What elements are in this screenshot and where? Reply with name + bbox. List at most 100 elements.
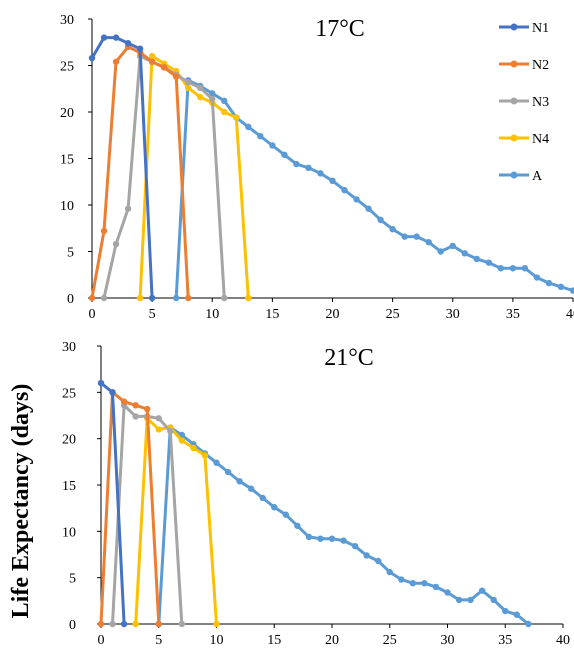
y-tick-label: 20 (60, 106, 74, 121)
y-tick-label: 10 (60, 199, 74, 214)
data-point (221, 108, 228, 116)
legend-item-n3: N3 (499, 95, 549, 110)
data-point (97, 620, 105, 628)
legend-item-n2: N2 (499, 58, 549, 73)
data-point (136, 45, 144, 52)
legend-swatch-marker (510, 23, 518, 31)
data-point (375, 557, 382, 565)
data-point (190, 444, 197, 452)
series-line (90, 36, 154, 299)
data-point (365, 205, 372, 212)
y-tick-label: 20 (62, 433, 76, 448)
legend-swatch-marker (510, 134, 518, 142)
data-point (351, 542, 359, 550)
data-point (421, 580, 428, 587)
x-tick-label: 25 (386, 307, 400, 322)
data-point (257, 132, 264, 140)
data-point (100, 34, 108, 41)
x-tick-label: 10 (205, 307, 219, 322)
panel-17c: 0 5 10 15 20 25 30 0 5 10 15 20 25 30 35 40 17°C N1 N2 N3 N4… (60, 13, 574, 322)
data-point (144, 405, 151, 413)
data-point (155, 620, 162, 628)
series-line (100, 381, 126, 625)
data-point (213, 459, 220, 466)
x-tick-label: 0 (98, 633, 105, 648)
data-point (490, 596, 497, 604)
data-point (533, 274, 541, 281)
legend-swatch-marker (510, 60, 518, 68)
data-point (513, 611, 520, 618)
data-point (328, 535, 336, 542)
data-point (172, 73, 180, 80)
legend-item-n1: N1 (499, 21, 549, 36)
x-tick-label: 20 (326, 307, 340, 322)
data-point (497, 265, 505, 272)
x-tick-label: 35 (498, 633, 512, 648)
y-tick-label: 15 (62, 479, 76, 494)
data-point (201, 452, 209, 459)
data-point (247, 485, 255, 492)
legend-item-n4: N4 (499, 132, 549, 147)
data-point (340, 537, 347, 544)
data-point (569, 287, 574, 294)
data-point (213, 620, 220, 628)
data-point (120, 398, 128, 405)
legend-label: N4 (532, 132, 549, 147)
data-point (281, 151, 288, 158)
panel-21c: 0 5 10 15 20 25 30 0 5 10 15 20 25 30 35 40 21°C (62, 340, 570, 648)
x-tick-label: 15 (265, 307, 279, 322)
data-point (185, 294, 192, 302)
data-point (109, 620, 116, 628)
data-point (178, 620, 186, 628)
series-line (90, 45, 190, 299)
data-point (329, 177, 336, 185)
data-point (185, 79, 192, 86)
data-point (120, 620, 128, 628)
data-point (353, 196, 360, 203)
data-point (259, 494, 266, 502)
legend-label: N3 (532, 95, 549, 110)
y-tick-label: 0 (67, 292, 74, 307)
x-tick-label: 30 (446, 307, 460, 322)
data-point (478, 587, 486, 594)
data-point (178, 437, 186, 444)
data-point (377, 216, 384, 224)
data-point (455, 596, 463, 604)
data-point (124, 205, 132, 212)
data-point (245, 123, 252, 131)
x-tick-label: 10 (210, 633, 224, 648)
data-point (100, 294, 108, 302)
data-point (136, 294, 144, 302)
x-tick-label: 5 (155, 633, 162, 648)
data-point (88, 54, 96, 62)
series-n1 (97, 379, 128, 628)
y-tick-label: 25 (60, 60, 74, 75)
data-point (444, 589, 451, 596)
y-tick-label: 30 (62, 340, 76, 355)
panel-title: 21°C (324, 345, 374, 371)
x-tick-label: 25 (383, 633, 397, 648)
series-n2 (88, 43, 192, 302)
data-point (155, 415, 162, 422)
data-point (282, 511, 289, 518)
data-point (197, 84, 204, 92)
legend-label: N1 (532, 21, 549, 36)
data-point (305, 164, 312, 171)
series-a (172, 77, 574, 302)
y-tick-label: 30 (60, 13, 74, 28)
data-point (160, 64, 168, 71)
data-point (148, 53, 156, 60)
legend-swatch-marker (510, 97, 518, 105)
data-point (305, 533, 313, 541)
series-line (99, 390, 161, 625)
data-point (112, 58, 120, 65)
series-a (155, 424, 532, 628)
legend-label: A (532, 169, 543, 184)
y-axis-label: Life Expectancy (days) (8, 384, 34, 619)
data-point (525, 620, 532, 628)
data-point (461, 250, 468, 257)
series-line (102, 54, 226, 299)
data-point (293, 160, 300, 168)
x-tick-label: 15 (267, 633, 281, 648)
data-point (432, 583, 440, 591)
